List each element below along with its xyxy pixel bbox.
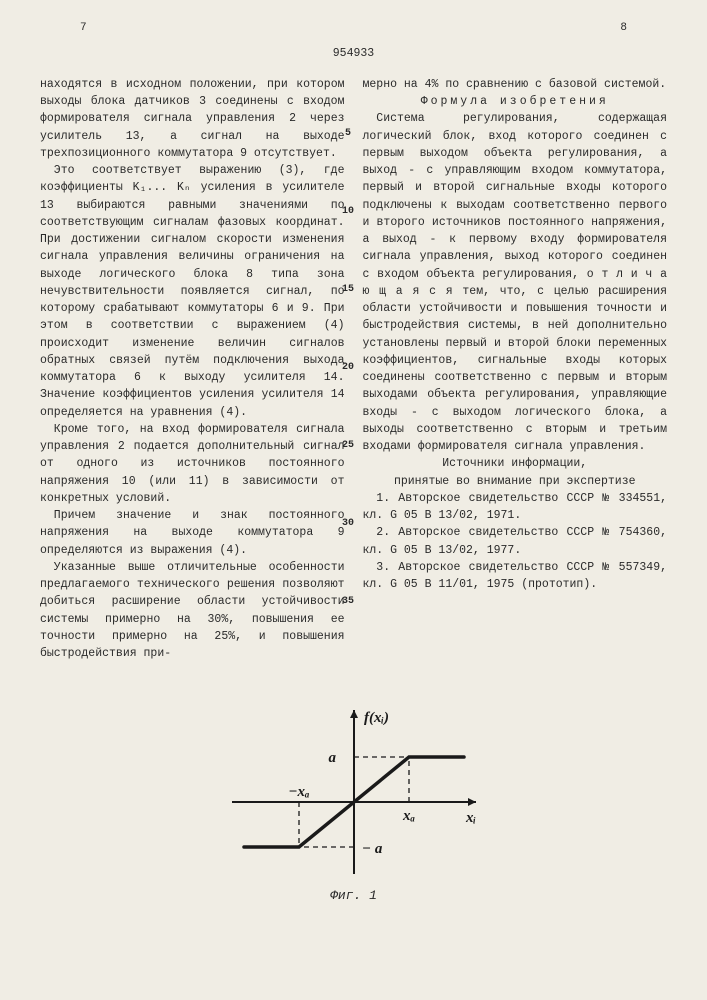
sources-subtitle: принятые во внимание при экспертизе <box>363 473 668 490</box>
text-columns: 5 10 15 20 25 30 35 находятся в исходном… <box>40 76 667 663</box>
line-number: 25 <box>340 438 356 453</box>
figure-svg: f(xᵢ) xᵢ a − a −xₐ xₐ <box>224 702 484 882</box>
svg-text:a: a <box>328 750 336 766</box>
paragraph: Это соответствует выражению (3), где коэ… <box>40 162 345 421</box>
source-item: 1. Авторское свидетельство СССР № 334551… <box>363 490 668 525</box>
paragraph: Система регулирования, содержащая логиче… <box>363 110 668 455</box>
figure-caption: Фиг. 1 <box>40 886 667 906</box>
line-number: 15 <box>340 282 356 297</box>
sources-title: Источники информации, <box>363 455 668 472</box>
page: 7 8 954933 5 10 15 20 25 30 35 находятся… <box>0 0 707 926</box>
line-number: 30 <box>340 516 356 531</box>
figure-1: f(xᵢ) xᵢ a − a −xₐ xₐ Фиг. 1 <box>40 702 667 906</box>
paragraph: находятся в исходном положении, при кото… <box>40 76 345 162</box>
paragraph: мерно на 4% по сравнению с базовой систе… <box>363 76 668 93</box>
source-item: 3. Авторское свидетельство СССР № 557349… <box>363 559 668 594</box>
line-number: 35 <box>340 594 356 609</box>
svg-text:xₐ: xₐ <box>402 808 416 824</box>
svg-text:xᵢ: xᵢ <box>465 810 476 826</box>
paragraph: Кроме того, на вход формирователя сигнал… <box>40 421 345 507</box>
left-column: находятся в исходном положении, при кото… <box>40 76 345 663</box>
line-number: 20 <box>340 360 356 375</box>
svg-text:− a: − a <box>362 841 383 857</box>
right-column: мерно на 4% по сравнению с базовой систе… <box>363 76 668 663</box>
line-number: 10 <box>340 204 356 219</box>
page-header: 7 8 <box>40 20 667 37</box>
page-number-left: 7 <box>80 20 87 37</box>
line-number: 5 <box>340 126 356 141</box>
paragraph: Указанные выше отличительные особенности… <box>40 559 345 663</box>
paragraph: Причем значение и знак постоянного напря… <box>40 507 345 559</box>
svg-text:f(xᵢ): f(xᵢ) <box>364 710 389 726</box>
source-item: 2. Авторское свидетельство СССР № 754360… <box>363 524 668 559</box>
svg-text:−xₐ: −xₐ <box>288 784 310 800</box>
page-number-right: 8 <box>620 20 627 37</box>
document-number: 954933 <box>40 45 667 62</box>
formula-title: Формула изобретения <box>363 93 668 110</box>
